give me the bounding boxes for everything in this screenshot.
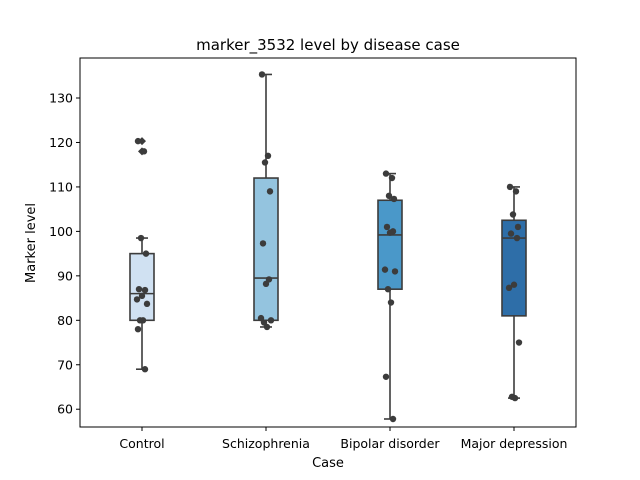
data-point — [258, 71, 266, 78]
x-tick-label: Major depression — [461, 436, 568, 451]
y-tick-label: 130 — [49, 91, 73, 106]
data-point — [134, 137, 142, 145]
data-point — [388, 174, 396, 182]
data-point — [389, 415, 397, 423]
box-group-4 — [501, 186, 527, 399]
data-point — [509, 211, 517, 218]
data-point — [135, 285, 143, 293]
data-point — [386, 229, 394, 236]
data-point — [137, 234, 145, 242]
data-point — [384, 285, 392, 293]
data-point — [507, 230, 515, 237]
data-point — [259, 240, 267, 247]
x-tick-label: Bipolar disorder — [340, 436, 440, 451]
data-point — [505, 284, 513, 292]
data-point — [385, 192, 393, 200]
box-group-1 — [129, 237, 155, 371]
data-point — [381, 266, 389, 273]
data-point — [266, 188, 274, 195]
plot-area — [129, 71, 527, 423]
y-tick-label: 120 — [49, 135, 73, 150]
data-point — [515, 339, 523, 346]
data-point — [514, 223, 522, 231]
data-point — [511, 394, 519, 402]
y-tick-label: 100 — [49, 224, 73, 239]
data-point — [141, 366, 149, 373]
data-point — [140, 148, 148, 155]
data-point — [390, 195, 398, 203]
chart-title: marker_3532 level by disease case — [196, 36, 460, 55]
y-tick-label: 80 — [57, 313, 73, 328]
box-group-3 — [377, 172, 403, 420]
y-tick-label: 60 — [57, 402, 73, 417]
x-tick-label: Control — [119, 436, 164, 451]
data-point — [382, 373, 390, 380]
y-tick-label: 110 — [49, 179, 73, 194]
data-point — [383, 223, 391, 231]
data-point — [267, 317, 275, 324]
data-point — [512, 188, 520, 195]
data-point — [143, 300, 151, 308]
data-point — [134, 325, 142, 333]
data-point — [142, 250, 150, 257]
box-group-2 — [253, 73, 279, 328]
data-point — [264, 152, 272, 160]
data-point — [141, 286, 149, 294]
data-point — [506, 183, 514, 191]
y-tick-label: 90 — [57, 268, 73, 283]
data-point — [382, 170, 390, 177]
x-axis-label: Case — [312, 456, 344, 471]
data-point — [262, 280, 270, 288]
box — [129, 252, 155, 322]
data-point — [391, 268, 399, 275]
data-point — [261, 159, 269, 166]
data-point — [513, 234, 521, 242]
data-point — [387, 299, 395, 306]
box — [253, 177, 279, 322]
box — [501, 219, 527, 317]
data-point — [510, 281, 518, 288]
data-point — [138, 292, 146, 300]
data-point — [263, 323, 271, 331]
axes: 60 70 80 90 100 110 120 130 Control Schizophrenia… — [49, 91, 567, 451]
data-point — [133, 296, 141, 303]
data-point — [139, 317, 147, 324]
x-tick-label: Schizophrenia — [222, 436, 310, 451]
y-tick-label: 70 — [57, 357, 73, 372]
plot-frame — [79, 57, 577, 428]
y-axis-label: Marker level — [24, 203, 39, 283]
box — [377, 199, 403, 290]
